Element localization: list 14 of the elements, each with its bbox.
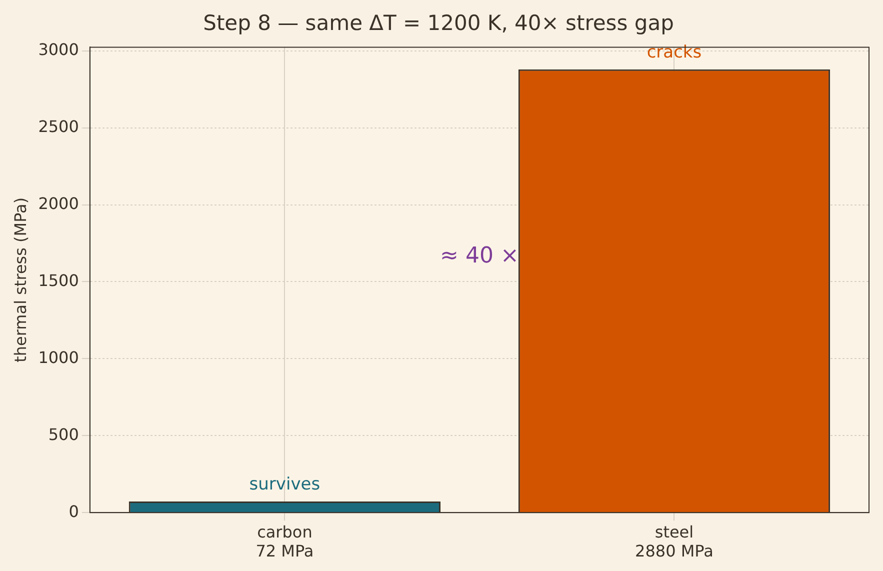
y-axis-title: thermal stress (MPa) — [10, 197, 30, 362]
annotation: survives — [249, 474, 320, 494]
chart-title: Step 8 — same ΔT = 1200 K, 40× stress gap — [203, 11, 674, 36]
y-tick-label: 1500 — [38, 270, 79, 290]
annotation: ≈ 40 × — [440, 243, 519, 268]
y-tick-label: 500 — [48, 424, 79, 444]
y-tick-label: 3000 — [38, 40, 79, 60]
y-tick-label: 2000 — [38, 194, 79, 213]
y-tick-label: 0 — [68, 502, 79, 521]
annotation: cracks — [646, 42, 702, 62]
x-tick-label: carbon 72 MPa — [256, 522, 314, 561]
y-tick-label: 2500 — [38, 117, 79, 136]
y-tick-label: 1000 — [38, 348, 79, 367]
x-tick-label: steel 2880 MPa — [635, 522, 714, 561]
